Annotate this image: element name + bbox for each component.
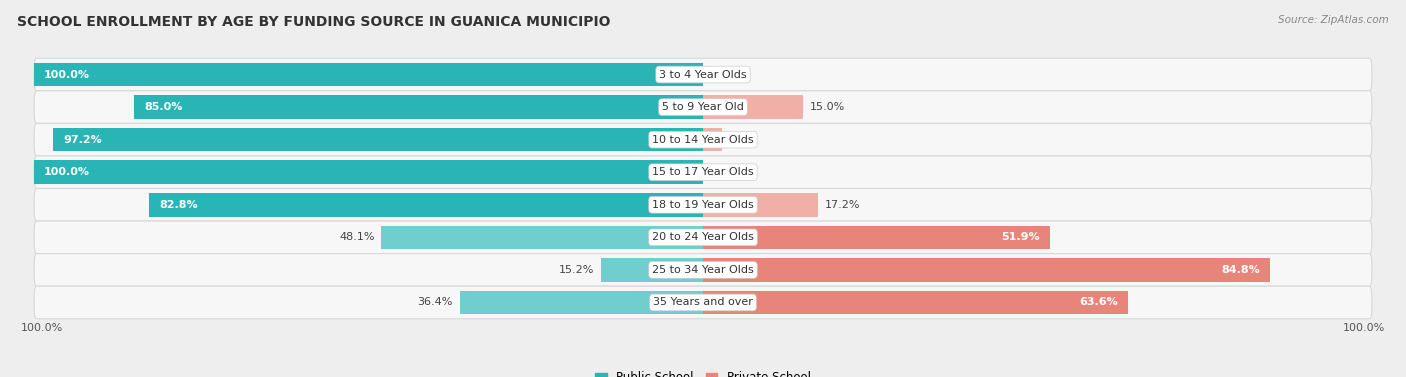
Text: 51.9%: 51.9%	[1001, 232, 1040, 242]
Bar	[460, 291, 703, 314]
Text: 25 to 34 Year Olds: 25 to 34 Year Olds	[652, 265, 754, 275]
Bar	[53, 128, 703, 152]
Text: 100.0%: 100.0%	[1343, 323, 1385, 333]
Text: 15 to 17 Year Olds: 15 to 17 Year Olds	[652, 167, 754, 177]
Legend: Public School, Private School: Public School, Private School	[591, 366, 815, 377]
Text: 35 Years and over: 35 Years and over	[652, 297, 754, 308]
Text: 5 to 9 Year Old: 5 to 9 Year Old	[662, 102, 744, 112]
FancyBboxPatch shape	[34, 254, 1372, 286]
Text: 2.9%: 2.9%	[730, 135, 758, 145]
Bar	[149, 193, 703, 216]
Bar	[703, 225, 1050, 249]
Text: 48.1%: 48.1%	[339, 232, 374, 242]
Text: 36.4%: 36.4%	[418, 297, 453, 308]
Bar	[34, 161, 703, 184]
Text: 100.0%: 100.0%	[44, 69, 90, 80]
Text: 85.0%: 85.0%	[145, 102, 183, 112]
Bar	[703, 291, 1129, 314]
Bar	[381, 225, 703, 249]
Bar	[703, 95, 803, 119]
FancyBboxPatch shape	[34, 188, 1372, 221]
Bar	[34, 63, 703, 86]
Bar	[703, 258, 1270, 282]
Bar	[602, 258, 703, 282]
FancyBboxPatch shape	[34, 91, 1372, 123]
FancyBboxPatch shape	[34, 123, 1372, 156]
Text: 20 to 24 Year Olds: 20 to 24 Year Olds	[652, 232, 754, 242]
Text: 15.0%: 15.0%	[810, 102, 845, 112]
FancyBboxPatch shape	[34, 286, 1372, 319]
Text: 100.0%: 100.0%	[21, 323, 63, 333]
Text: 3 to 4 Year Olds: 3 to 4 Year Olds	[659, 69, 747, 80]
Text: 15.2%: 15.2%	[560, 265, 595, 275]
Text: SCHOOL ENROLLMENT BY AGE BY FUNDING SOURCE IN GUANICA MUNICIPIO: SCHOOL ENROLLMENT BY AGE BY FUNDING SOUR…	[17, 15, 610, 29]
FancyBboxPatch shape	[34, 156, 1372, 188]
Text: 84.8%: 84.8%	[1222, 265, 1260, 275]
Text: 82.8%: 82.8%	[159, 200, 198, 210]
Text: 97.2%: 97.2%	[63, 135, 101, 145]
Text: 10 to 14 Year Olds: 10 to 14 Year Olds	[652, 135, 754, 145]
Text: 17.2%: 17.2%	[825, 200, 860, 210]
Text: 100.0%: 100.0%	[44, 167, 90, 177]
FancyBboxPatch shape	[34, 221, 1372, 254]
Text: Source: ZipAtlas.com: Source: ZipAtlas.com	[1278, 15, 1389, 25]
Text: 18 to 19 Year Olds: 18 to 19 Year Olds	[652, 200, 754, 210]
FancyBboxPatch shape	[34, 58, 1372, 91]
Text: 63.6%: 63.6%	[1080, 297, 1118, 308]
Bar	[703, 193, 818, 216]
Bar	[703, 128, 723, 152]
Bar	[135, 95, 703, 119]
